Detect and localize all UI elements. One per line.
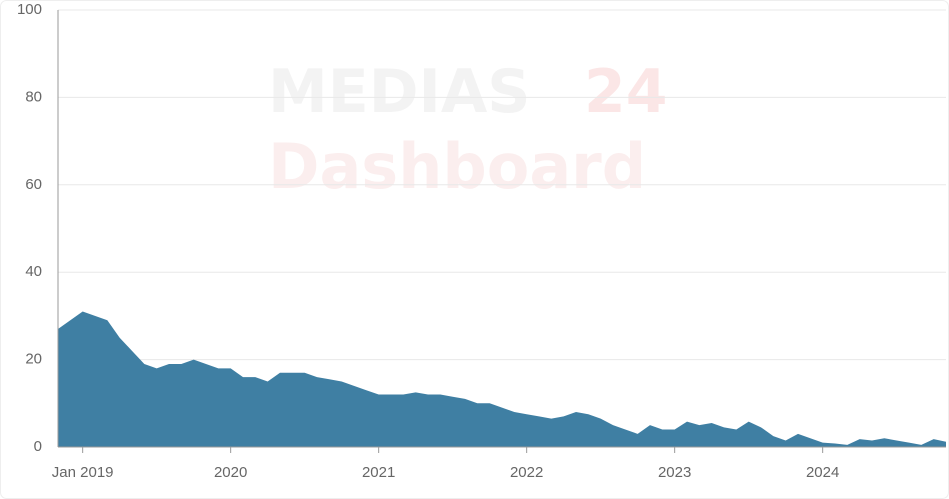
y-tick-label: 80 — [25, 88, 42, 105]
y-tick-label: 20 — [25, 351, 42, 368]
watermark-subtitle: Dashboard — [268, 130, 646, 203]
area — [58, 311, 946, 447]
x-tick-label: 2020 — [214, 464, 247, 481]
y-tick-label: 100 — [17, 1, 42, 18]
x-tick-label: 2024 — [806, 464, 839, 481]
watermark-number: 24 — [584, 57, 668, 127]
x-tick-label: 2021 — [362, 464, 395, 481]
x-tick-label: 2023 — [658, 464, 691, 481]
y-tick-label: 0 — [34, 438, 42, 455]
watermark-brand: MEDIAS — [268, 57, 530, 127]
x-tick-label: 2022 — [510, 464, 543, 481]
y-tick-label: 40 — [25, 263, 42, 280]
y-tick-label: 60 — [25, 176, 42, 193]
x-tick-label: Jan 2019 — [52, 464, 114, 481]
